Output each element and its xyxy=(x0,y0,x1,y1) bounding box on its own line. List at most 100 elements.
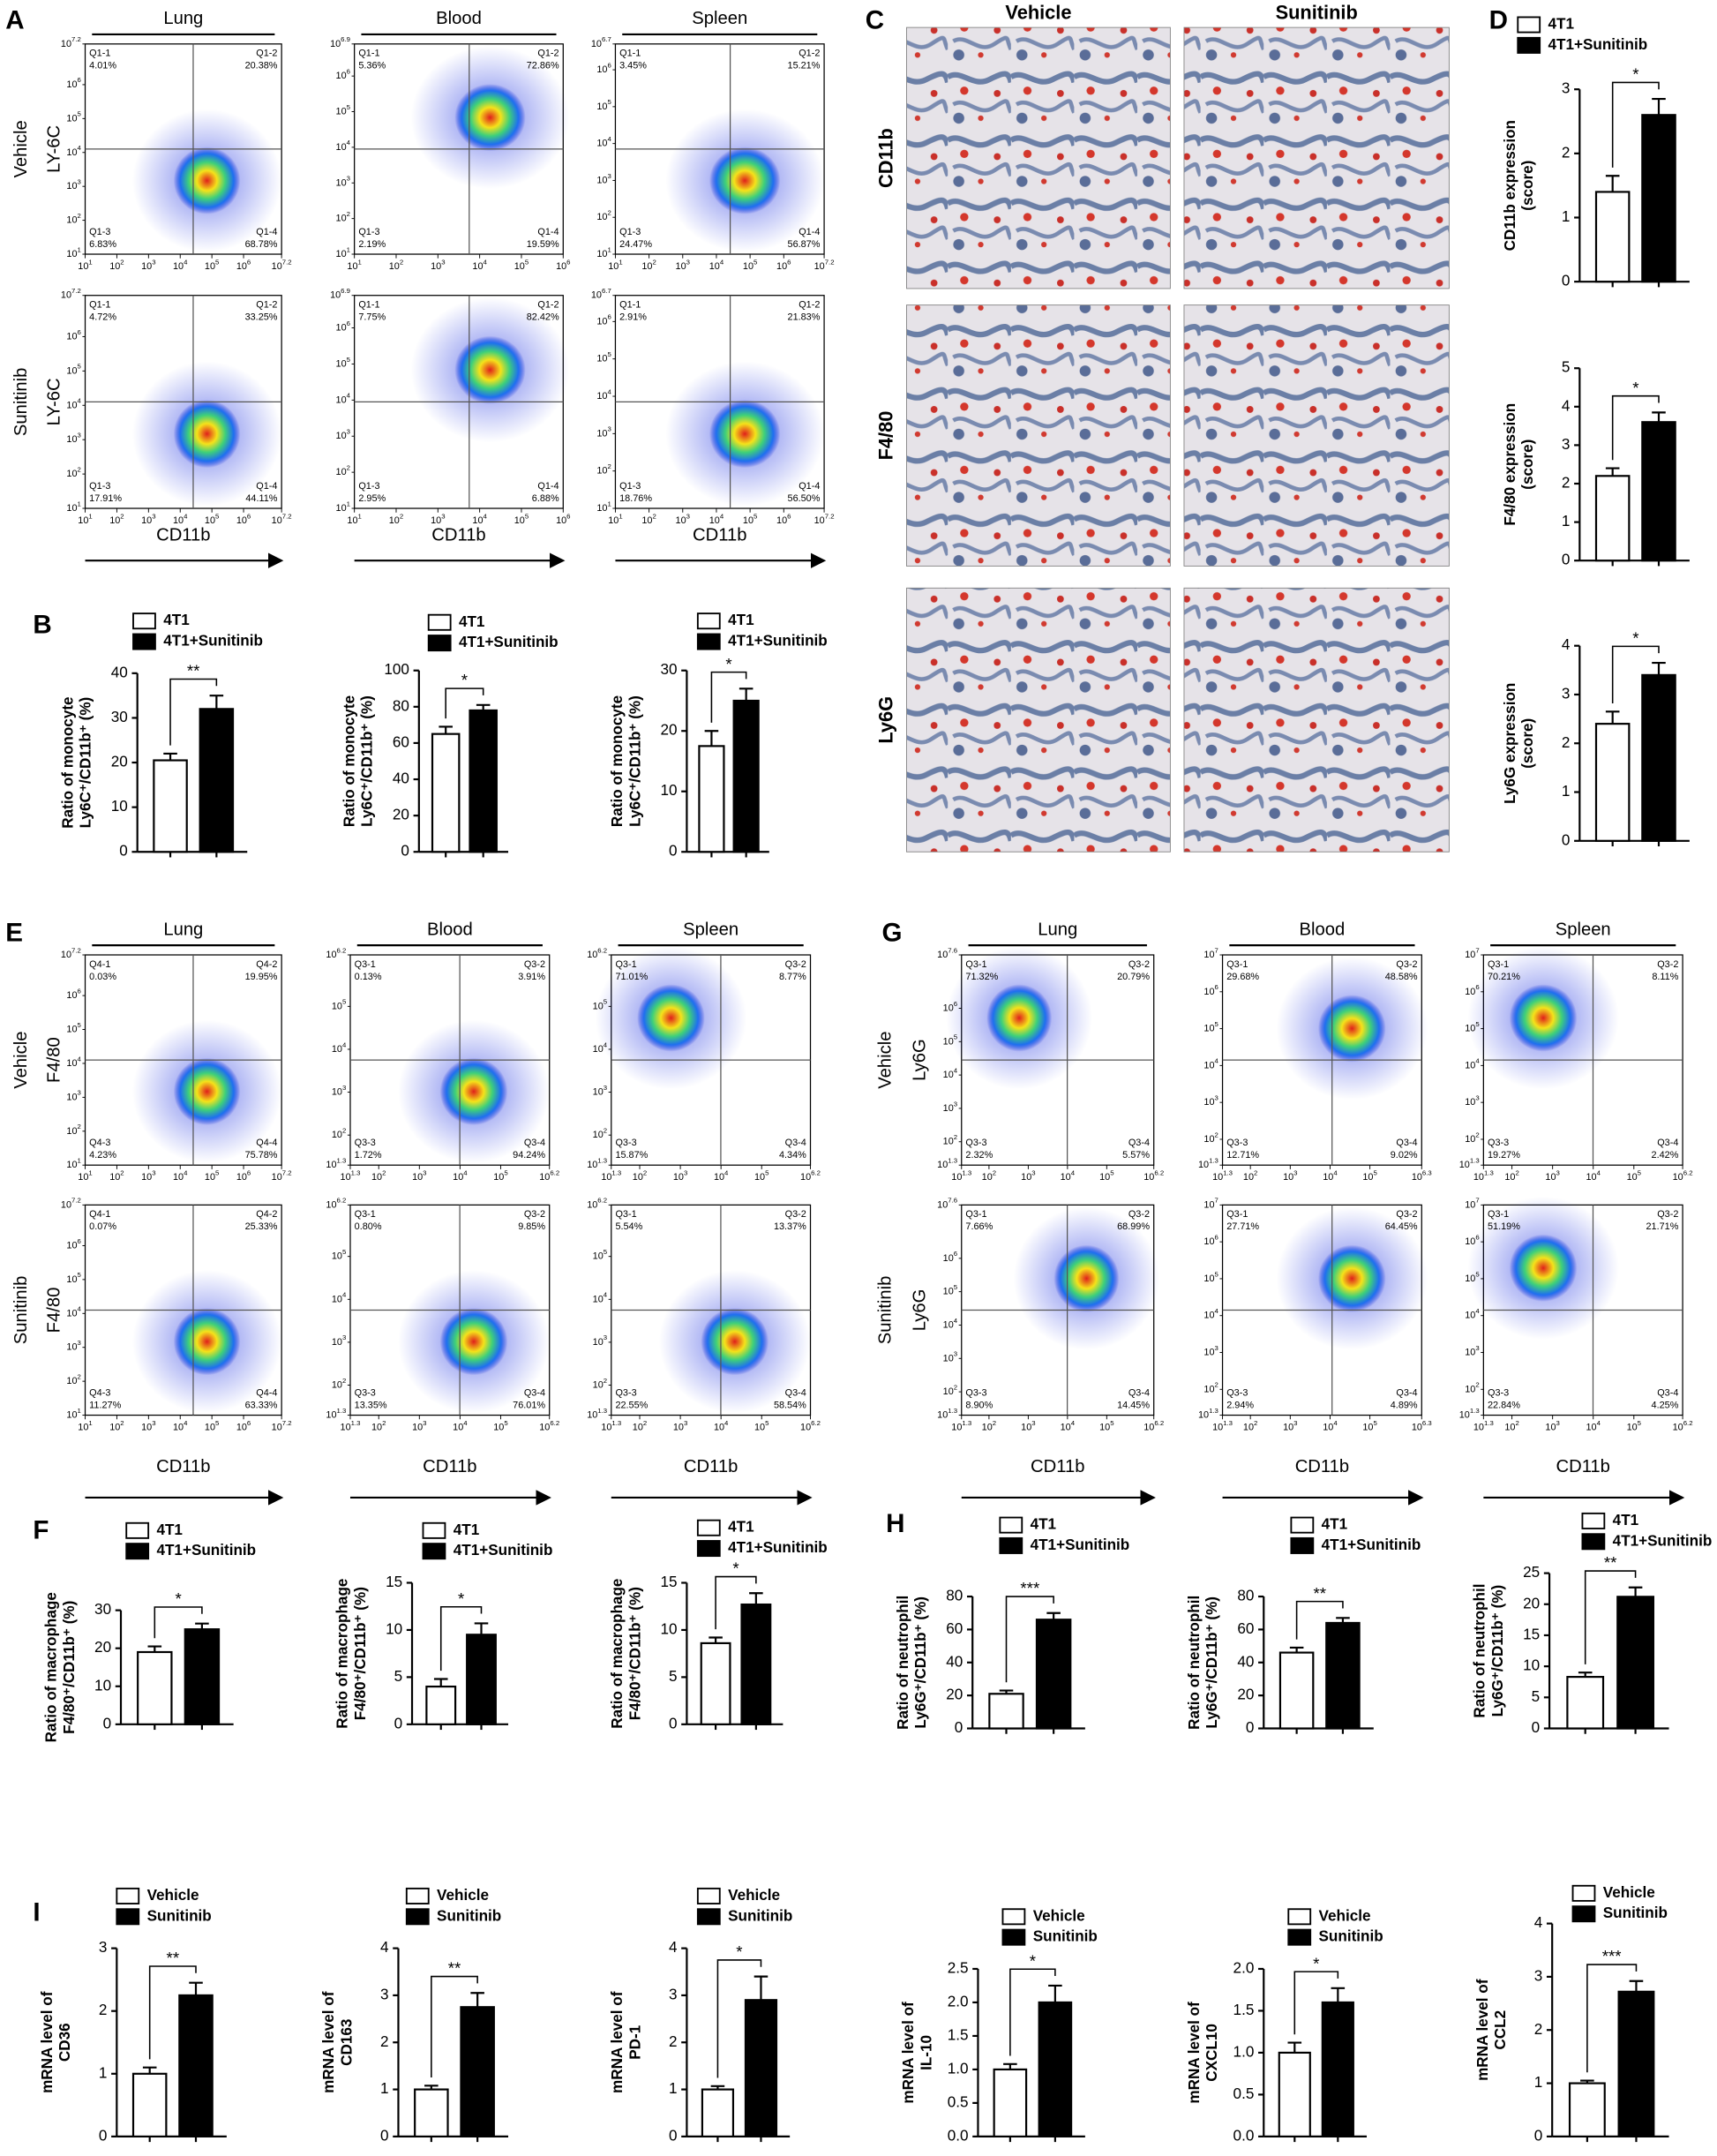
tick-label: 104 xyxy=(332,1040,347,1054)
y-tick-label: 2.5 xyxy=(948,1959,969,1976)
tick-base: 10 xyxy=(1203,1023,1214,1033)
tick-exponent: 5 xyxy=(78,1021,81,1029)
significance-mark: * xyxy=(175,1589,181,1608)
tick-base: 10 xyxy=(596,101,607,112)
tick-exponent: 5 xyxy=(525,258,529,266)
legend-swatch xyxy=(696,633,721,650)
tick-exponent: 2 xyxy=(120,258,124,266)
tick-exponent: 7.2 xyxy=(71,35,81,43)
tick-base: 10 xyxy=(814,261,825,272)
tick-exponent: 1.3 xyxy=(1484,1169,1494,1177)
tick-base: 10 xyxy=(676,515,686,526)
quadrant-name: Q3-1 xyxy=(615,959,636,970)
quadrant-percent: 12.71% xyxy=(1226,1150,1259,1161)
tick-base: 10 xyxy=(1627,1172,1638,1183)
tick-base: 10 xyxy=(326,950,336,960)
tick-label: 101.3 xyxy=(1459,1157,1480,1170)
tick-base: 10 xyxy=(66,1409,77,1420)
tick-base: 10 xyxy=(412,1172,423,1183)
bar xyxy=(1035,1619,1072,1730)
column-title: Spleen xyxy=(692,9,747,28)
error-bar xyxy=(470,1992,484,2008)
tick-label: 105 xyxy=(514,512,529,525)
legend-label: 4T1+Sunitinib xyxy=(728,1539,828,1556)
density-cloud xyxy=(454,84,526,152)
tick-base: 10 xyxy=(633,1422,643,1432)
tick-exponent: 6 xyxy=(1475,983,1479,991)
tick-exponent: 7 xyxy=(1215,1197,1218,1205)
tick-base: 10 xyxy=(1459,1409,1470,1420)
quadrant-percent: 2.32% xyxy=(965,1150,993,1161)
tick-label: 101 xyxy=(608,258,622,271)
tick-exponent: 6.7 xyxy=(602,35,611,43)
tick-base: 10 xyxy=(109,515,120,526)
tick-exponent: 6.2 xyxy=(1154,1419,1164,1427)
y-tick-label: 80 xyxy=(393,697,409,714)
row-label: F4/80 xyxy=(874,411,896,461)
quadrant-name: Q1-1 xyxy=(358,49,379,59)
tick-label: 101 xyxy=(608,512,622,525)
tick-exponent: 3 xyxy=(1031,1419,1035,1427)
tick-exponent: 3 xyxy=(152,512,155,520)
tick-exponent: 5 xyxy=(1110,1419,1113,1427)
quadrant-percent: 5.54% xyxy=(615,1221,642,1232)
tick-exponent: 6.2 xyxy=(597,946,607,954)
tick-label: 107 xyxy=(1203,946,1218,959)
tick-label: 105 xyxy=(593,1248,607,1261)
panel-label: E xyxy=(5,918,23,947)
tick-exponent: 2 xyxy=(607,209,611,217)
y-axis-label: IL-10 xyxy=(918,2035,934,2070)
tick-exponent: 5 xyxy=(504,1169,507,1177)
x-axis-label: CD11b xyxy=(423,1457,476,1476)
bar xyxy=(1616,1596,1654,1730)
quadrant-name: Q3-1 xyxy=(1226,959,1248,970)
y-tick-label: 3 xyxy=(669,1986,678,2002)
tick-label: 103 xyxy=(332,1084,346,1097)
tick-label: 105 xyxy=(205,512,219,525)
tick-label: 106.2 xyxy=(1143,1419,1164,1432)
tick-exponent: 3 xyxy=(607,425,611,433)
tick-label: 102 xyxy=(1465,1381,1479,1394)
tick-exponent: 1 xyxy=(88,1169,92,1177)
tick-exponent: 6 xyxy=(954,1250,957,1258)
tick-base: 10 xyxy=(587,950,597,960)
y-tick-label: 0.0 xyxy=(1233,2127,1255,2144)
significance-mark: * xyxy=(732,1559,739,1578)
tick-base: 10 xyxy=(332,1086,342,1097)
tick-label: 101.3 xyxy=(951,1169,971,1183)
quadrant-percent: 56.50% xyxy=(788,493,821,504)
tick-label: 107.2 xyxy=(61,946,81,959)
flow-plot: Q3-17.66% Q3-268.99% Q3-3 8.90% Q3-4 14.45% 10… xyxy=(937,1197,1164,1433)
tick-label: 106 xyxy=(66,988,80,1001)
tick-label: 104 xyxy=(1465,1057,1480,1070)
tick-base: 10 xyxy=(1465,1384,1475,1394)
tick-base: 10 xyxy=(596,249,607,259)
tick-base: 10 xyxy=(1627,1422,1638,1432)
tick-base: 10 xyxy=(587,1199,597,1210)
error-bar xyxy=(189,1981,203,1995)
y-tick-label: 20 xyxy=(1237,1686,1254,1703)
density-cloud xyxy=(637,984,705,1052)
tick-exponent: 4 xyxy=(720,258,724,266)
quadrant-name: Q3-4 xyxy=(1128,1138,1150,1148)
y-tick-label: 30 xyxy=(94,1601,111,1618)
tick-base: 10 xyxy=(1673,1172,1683,1183)
tick-base: 10 xyxy=(336,394,347,405)
quadrant-name: Q1-4 xyxy=(537,227,559,237)
error-bar xyxy=(1652,98,1666,116)
y-tick-label: 1.0 xyxy=(948,2060,969,2077)
quadrant-percent: 48.58% xyxy=(1385,972,1418,982)
tick-exponent: 3 xyxy=(1556,1169,1560,1177)
y-tick-label: 20 xyxy=(660,722,677,739)
y-axis-label: Ly6G⁺/CD11b⁺ (%) xyxy=(1489,1585,1506,1717)
y-tick-label: 30 xyxy=(660,661,677,678)
quadrant-percent: 51.19% xyxy=(1488,1221,1520,1232)
quadrant-name: Q1-1 xyxy=(619,299,641,310)
tick-base: 10 xyxy=(272,1422,282,1432)
tick-base: 10 xyxy=(336,467,347,477)
tick-exponent: 6 xyxy=(347,319,350,327)
bar xyxy=(744,1999,778,2137)
tick-base: 10 xyxy=(1465,1311,1475,1321)
tick-exponent: 4 xyxy=(463,1419,468,1427)
tick-label: 103 xyxy=(596,425,611,439)
